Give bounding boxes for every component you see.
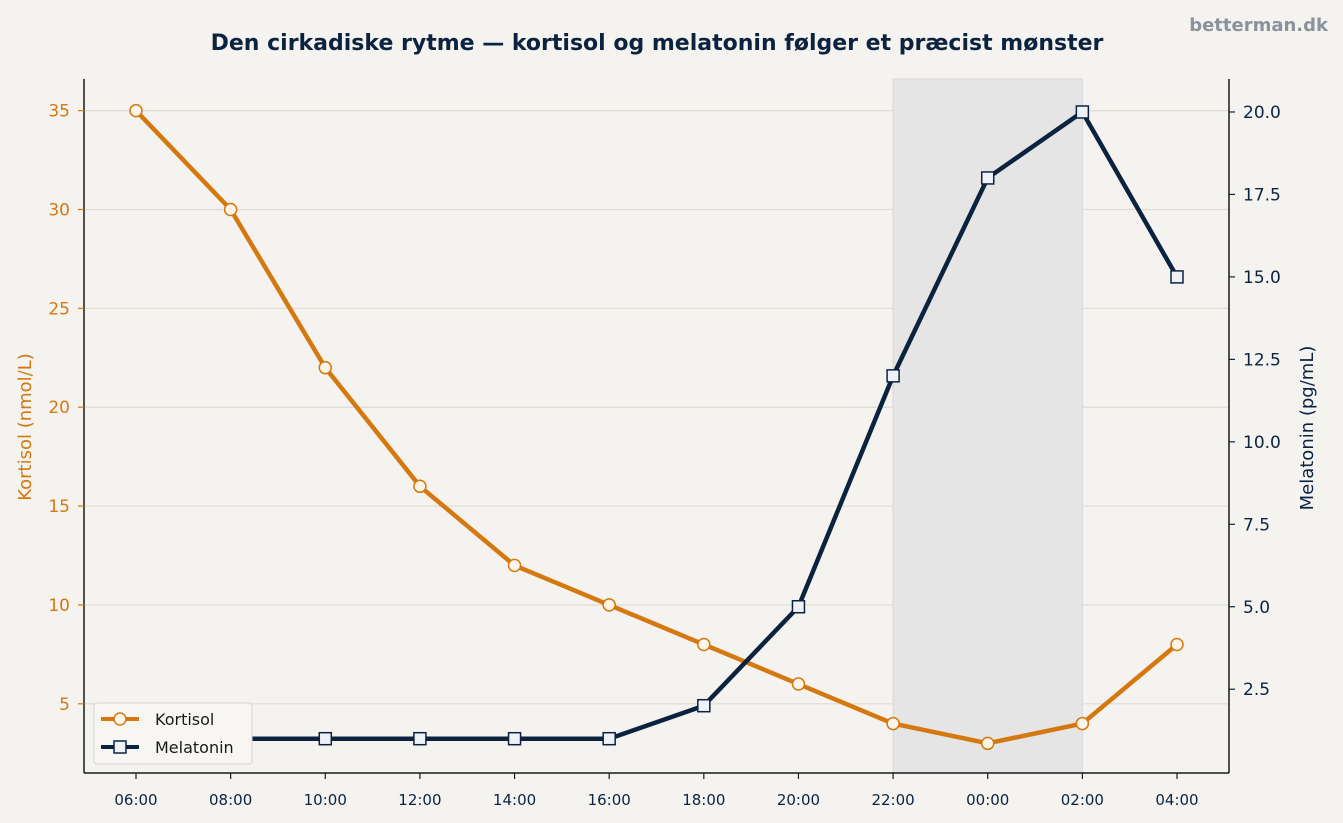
x-tick-label: 20:00 xyxy=(777,791,820,809)
x-tick-label: 12:00 xyxy=(398,791,441,809)
data-point-kortisol xyxy=(507,558,522,573)
legend-marker-kortisol xyxy=(113,712,127,726)
data-point-kortisol xyxy=(1170,637,1184,652)
y-left-tick-label: 30 xyxy=(48,200,70,220)
data-point-kortisol xyxy=(129,103,143,118)
data-point-melatonin xyxy=(791,600,806,614)
data-point-kortisol xyxy=(980,736,995,751)
data-point-melatonin xyxy=(980,171,995,185)
legend-item-melatonin: Melatonin xyxy=(101,738,234,757)
y-left-tick-label: 15 xyxy=(48,497,70,517)
legend-item-kortisol: Kortisol xyxy=(101,710,214,729)
x-tick-label: 00:00 xyxy=(966,791,1009,809)
data-point-kortisol xyxy=(697,637,711,652)
x-tick-label: 04:00 xyxy=(1155,791,1198,809)
y-right-tick-label: 17.5 xyxy=(1243,185,1281,205)
data-point-kortisol xyxy=(886,716,900,731)
legend: Kortisol Melatonin xyxy=(93,702,253,765)
x-tick-label: 02:00 xyxy=(1061,791,1104,809)
chart-title: Den cirkadiske rytme — kortisol og melat… xyxy=(211,31,1104,56)
y-right-tick-label: 2.5 xyxy=(1243,680,1270,700)
x-tick-label: 16:00 xyxy=(588,791,631,809)
data-point-kortisol xyxy=(223,202,238,217)
y-left-tick-label: 5 xyxy=(59,695,70,715)
legend-label-kortisol: Kortisol xyxy=(155,710,214,729)
data-point-kortisol xyxy=(318,360,333,375)
y-left-tick-label: 35 xyxy=(48,102,70,122)
data-point-melatonin xyxy=(602,731,616,746)
y-axis-left-label: Kortisol (nmol/L) xyxy=(15,353,36,501)
data-point-melatonin xyxy=(1170,270,1184,284)
watermark: betterman.dk xyxy=(1189,15,1329,36)
x-tick-label: 22:00 xyxy=(871,791,914,809)
y-right-tick-label: 15.0 xyxy=(1243,268,1281,288)
legend-label-melatonin: Melatonin xyxy=(155,738,234,757)
data-point-melatonin xyxy=(413,731,427,746)
y-right-tick-label: 5.0 xyxy=(1243,598,1270,618)
axes: 5 10 15 20 25 30 35 2.5 5.0 7.5 10.0 12.5 15.0 17.5 20… xyxy=(48,79,1281,809)
y-left-tick-label: 20 xyxy=(48,398,70,418)
x-tick-label: 14:00 xyxy=(493,791,536,809)
data-point-melatonin xyxy=(886,369,900,383)
series-line-kortisol xyxy=(133,108,1180,746)
y-axis-right-label: Melatonin (pg/mL) xyxy=(1297,346,1318,511)
series-line-melatonin xyxy=(133,109,1180,741)
y-left-tick-label: 10 xyxy=(48,596,70,616)
y-right-tick-label: 20.0 xyxy=(1243,103,1281,123)
x-tick-label: 10:00 xyxy=(304,791,347,809)
data-point-kortisol xyxy=(1075,716,1090,731)
x-tick-label: 18:00 xyxy=(682,791,725,809)
x-tick-label: 08:00 xyxy=(209,791,252,809)
y-left-tick-label: 25 xyxy=(48,299,70,319)
y-right-tick-label: 10.0 xyxy=(1243,433,1281,453)
data-point-melatonin xyxy=(1075,105,1090,119)
data-point-melatonin xyxy=(507,731,522,746)
data-point-kortisol xyxy=(602,598,616,612)
x-tick-label: 06:00 xyxy=(114,791,157,809)
data-point-kortisol xyxy=(791,677,806,691)
legend-marker-melatonin xyxy=(113,740,127,754)
data-point-melatonin xyxy=(318,731,333,746)
y-right-tick-label: 7.5 xyxy=(1243,515,1270,535)
data-point-melatonin xyxy=(697,698,711,713)
grid-lines xyxy=(84,110,1229,705)
y-right-tick-label: 12.5 xyxy=(1243,350,1281,370)
data-point-kortisol xyxy=(413,479,427,494)
